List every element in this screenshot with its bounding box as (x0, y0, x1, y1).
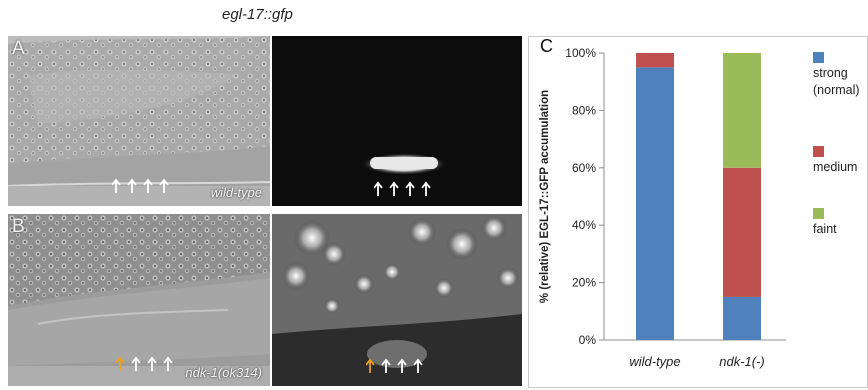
panel-a-letter: A (12, 38, 25, 59)
arrow-icon (163, 356, 173, 371)
bar-segment (723, 167, 761, 297)
legend-label: (normal) (813, 83, 860, 97)
panel-b-dic-image: B ndk-1(ok314) (8, 214, 270, 386)
arrow-icon (147, 356, 157, 371)
y-tick-label: 20% (572, 276, 596, 290)
arrow-icon (397, 358, 407, 373)
legend-label: strong (813, 66, 848, 80)
y-axis-label: % (relative) EGL-17::GFP accumulation (539, 90, 551, 303)
arrow-icon (112, 178, 121, 193)
arrow-icon (159, 178, 169, 193)
legend-swatch (813, 52, 824, 63)
dic-texture-b (8, 214, 270, 386)
arrow-icon (366, 358, 375, 373)
legend-label: faint (813, 222, 837, 236)
panel-a-dic-image: A wild-type (8, 36, 270, 206)
panel-a-gfp-image (272, 36, 522, 206)
panel-b-dic-arrows (116, 356, 173, 371)
panel-b-letter: B (12, 216, 25, 237)
arrow-icon (389, 181, 399, 196)
chart-panel (528, 36, 868, 388)
y-tick-label: 0% (579, 333, 597, 347)
dic-texture-a (8, 36, 270, 206)
arrow-icon (374, 181, 383, 196)
legend-swatch (813, 208, 824, 219)
panel-a-dic-arrows (112, 178, 169, 193)
arrow-icon (405, 181, 415, 196)
y-tick-label: 40% (572, 218, 596, 232)
legend-label: medium (813, 160, 857, 174)
x-tick-label: ndk-1(-) (719, 354, 765, 369)
arrow-icon (116, 356, 125, 371)
panel-b-genotype: ndk-1(ok314) (185, 365, 262, 380)
gfp-signal-b (272, 214, 522, 386)
panel-b-gfp-arrows (366, 358, 423, 373)
panel-a-genotype: wild-type (210, 185, 262, 200)
bar-segment (723, 296, 761, 340)
y-tick-label: 100% (565, 46, 596, 60)
bar-segment (636, 53, 674, 68)
legend-swatch (813, 146, 824, 157)
panel-c-letter: C (540, 36, 553, 56)
y-tick-label: 80% (572, 103, 596, 117)
panel-a-gfp-arrows (374, 181, 431, 196)
x-tick-label: wild-type (629, 354, 680, 369)
panel-b-gfp-image (272, 214, 522, 386)
arrow-icon (381, 358, 391, 373)
arrow-icon (421, 181, 431, 196)
bar-segment (636, 67, 674, 340)
arrow-icon (131, 356, 141, 371)
stacked-bar-chart: 0% 20% 40% 60% 80% 100%% (relative) EGL-17::G… (539, 46, 860, 369)
arrow-icon (143, 178, 153, 193)
y-tick-label: 60% (572, 161, 596, 175)
bar-segment (723, 53, 761, 168)
gfp-signal-a (272, 36, 522, 206)
figure-title: egl-17::gfp (222, 6, 293, 23)
arrow-icon (413, 358, 423, 373)
arrow-icon (127, 178, 137, 193)
